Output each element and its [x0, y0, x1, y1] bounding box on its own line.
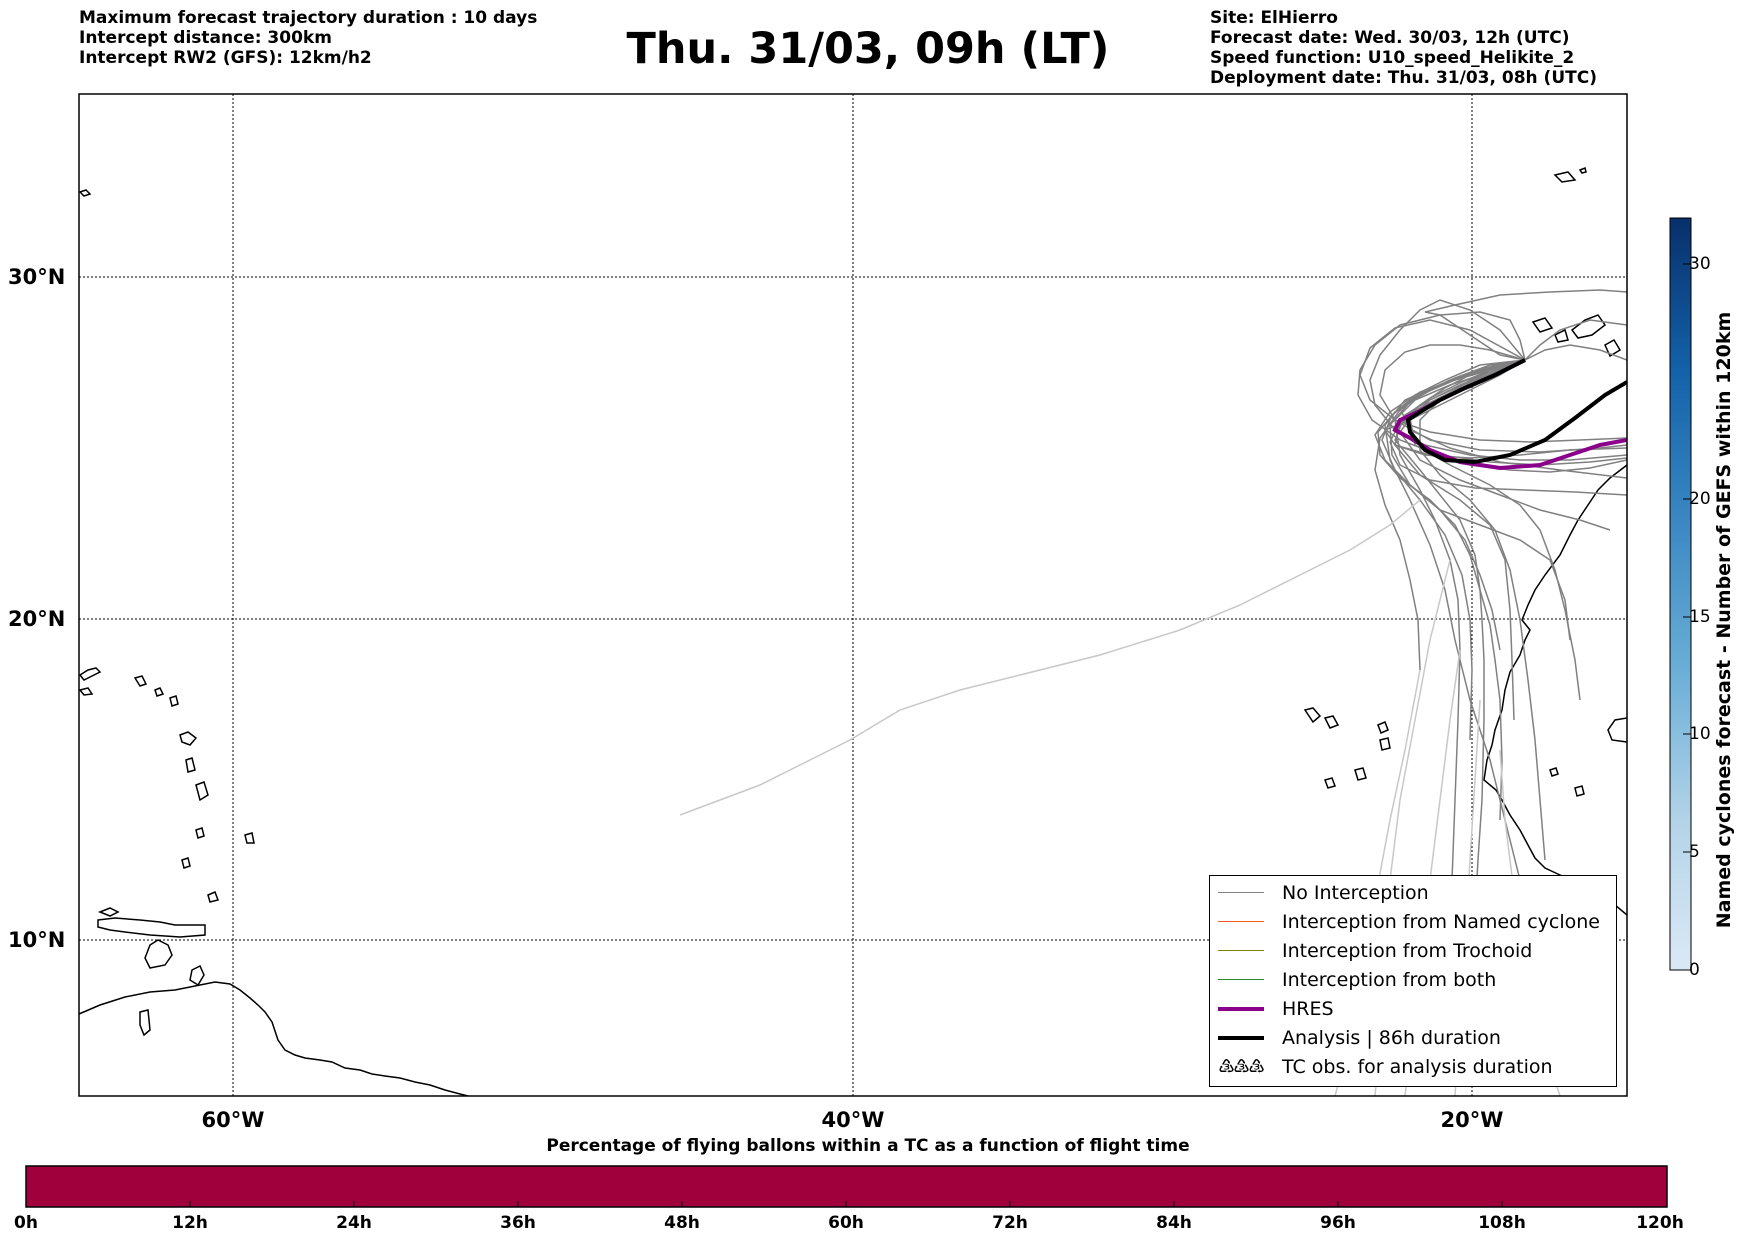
legend-item-analysis: Analysis | 86h duration [1218, 1023, 1501, 1052]
legend-label: Interception from both [1282, 968, 1497, 991]
legend-item-both: Interception from both [1218, 965, 1496, 994]
time-bar [25, 1165, 1668, 1208]
time-bar-title: Percentage of flying ballons within a TC… [546, 1136, 1190, 1156]
legend-swatch [1218, 892, 1264, 893]
lon-label: 60°W [201, 1108, 265, 1132]
coast-trinidad [189, 964, 205, 987]
colorbar [1669, 217, 1692, 971]
coast-puerto-rico [97, 907, 120, 917]
coast-canary-islands [1531, 314, 1622, 358]
time-bar-tick-label: 24h [336, 1213, 372, 1233]
trajectory [1389, 359, 1571, 641]
coast-greater-antilles-north [79, 189, 179, 707]
time-bar-ticks [189, 1201, 1503, 1207]
header-line: Site: ElHierro [1210, 8, 1338, 28]
coast-africa-north [1607, 717, 1627, 743]
lat-label: 10°N [8, 928, 66, 952]
time-bar-tick-label: 84h [1156, 1213, 1192, 1233]
header-line: Intercept RW2 (GFS): 12km/h2 [79, 48, 372, 68]
colorbar-tick-label: 10 [1689, 724, 1711, 744]
legend-label: No Interception [1282, 881, 1429, 904]
colorbar-tick-label: 15 [1689, 607, 1711, 627]
trajectory [1357, 311, 1627, 466]
coast-lesser-antilles [139, 731, 255, 1037]
trajectory [1419, 359, 1546, 861]
trajectory [1524, 344, 1627, 361]
legend-item-tc-obs: ♵♵♵ TC obs. for analysis duration [1218, 1052, 1553, 1081]
trajectory [1381, 359, 1526, 741]
trajectory [1379, 344, 1627, 453]
trajectory [1524, 319, 1627, 361]
analysis-trajectories [1405, 358, 1627, 465]
tc-obs-icon: ♵♵♵ [1218, 1055, 1265, 1078]
coastlines [79, 166, 1627, 1096]
legend-item-hres: HRES [1218, 994, 1334, 1023]
coast-cape-verde [1303, 707, 1391, 789]
page-title: Thu. 31/03, 09h (LT) [626, 24, 1110, 74]
lon-label: 20°W [1440, 1108, 1504, 1132]
coast-hispaniola [97, 917, 206, 938]
time-bar-tick-label: 12h [172, 1213, 208, 1233]
colorbar-tick-label: 30 [1689, 254, 1711, 274]
legend-label: Interception from Trochoid [1282, 939, 1533, 962]
time-bar-tick-label: 36h [500, 1213, 536, 1233]
lat-label: 30°N [8, 265, 66, 289]
ensemble-trajectories [1357, 289, 1627, 1041]
coast-gulf-of-guinea-islands [1549, 767, 1585, 797]
map-frame-border [78, 93, 1628, 1097]
header-line: Speed function: U10_speed_Helikite_2 [1210, 48, 1575, 68]
header-line: Maximum forecast trajectory duration : 1… [79, 8, 538, 28]
header-line: Intercept distance: 300km [79, 28, 332, 48]
trajectory [1424, 289, 1627, 361]
map-legend: No Interception Interception from Named … [1209, 875, 1617, 1087]
trajectory [1394, 359, 1526, 881]
time-bar-tick-label: 72h [992, 1213, 1028, 1233]
coast-venezuela-gulf [144, 939, 173, 969]
legend-swatch [1218, 1035, 1264, 1040]
legend-item-no-interception: No Interception [1218, 878, 1429, 907]
legend-swatch [1218, 921, 1264, 922]
colorbar-ticks [1683, 263, 1691, 971]
time-bar-tick-label: 60h [828, 1213, 864, 1233]
trajectory [1389, 359, 1627, 496]
time-bar-tick-label: 48h [664, 1213, 700, 1233]
legend-label: Analysis | 86h duration [1282, 1026, 1501, 1049]
colorbar-title: Named cyclones forecast - Number of GEFS… [1713, 311, 1735, 929]
coast-madeira [1553, 166, 1587, 183]
header-right: Site: ElHierro Forecast date: Wed. 30/03… [1210, 8, 1597, 88]
trajectory [1409, 359, 1581, 701]
analysis-trajectory [1405, 358, 1627, 465]
legend-swatch [1218, 979, 1264, 980]
colorbar-tick-label: 0 [1689, 960, 1700, 980]
time-bar-tick-label: 0h [14, 1213, 38, 1233]
legend-swatch [1218, 1006, 1264, 1011]
trajectory-faded [679, 499, 1421, 816]
header-left: Maximum forecast trajectory duration : 1… [79, 8, 537, 68]
colorbar-tick-label: 5 [1689, 842, 1700, 862]
lon-label: 40°W [821, 1108, 885, 1132]
coast-south-america [79, 981, 469, 1096]
colorbar-tick-label: 20 [1689, 489, 1711, 509]
legend-swatch [1218, 950, 1264, 951]
trajectory [1359, 319, 1627, 443]
legend-label: Interception from Named cyclone [1282, 910, 1600, 933]
legend-item-trochoid: Interception from Trochoid [1218, 936, 1532, 965]
time-bar-tick-label: 96h [1320, 1213, 1356, 1233]
lat-label: 20°N [8, 607, 66, 631]
header-line: Deployment date: Thu. 31/03, 08h (UTC) [1210, 68, 1597, 88]
legend-item-named-cyclone: Interception from Named cyclone [1218, 907, 1600, 936]
coast-africa [1483, 464, 1627, 916]
legend-label: HRES [1282, 997, 1334, 1020]
header-line: Forecast date: Wed. 30/03, 12h (UTC) [1210, 28, 1570, 48]
time-bar-tick-label: 108h [1478, 1213, 1526, 1233]
legend-label: TC obs. for analysis duration [1282, 1055, 1553, 1078]
time-bar-tick-label: 120h [1636, 1213, 1684, 1233]
